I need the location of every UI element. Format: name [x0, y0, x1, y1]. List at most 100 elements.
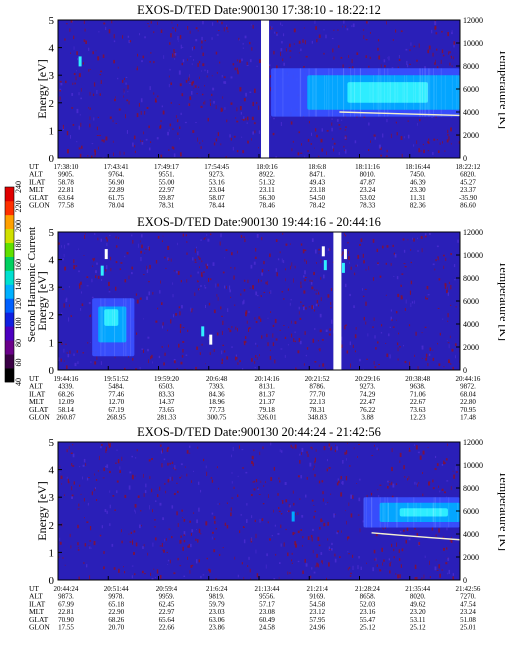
noise-mark	[444, 282, 446, 286]
noise-mark	[173, 467, 175, 469]
y2-tick-label: 8000	[463, 484, 479, 493]
band-streak	[433, 75, 435, 110]
noise-mark	[405, 299, 407, 304]
noise-mark	[213, 516, 216, 520]
band-streak	[371, 497, 373, 528]
noise-mark	[424, 555, 426, 558]
noise-mark	[198, 481, 200, 485]
table-cell: 52.03	[360, 600, 376, 608]
noise-mark	[315, 26, 318, 30]
noise-mark	[441, 488, 444, 491]
noise-mark	[392, 483, 395, 488]
noise-mark	[251, 515, 253, 519]
noise-mark	[215, 578, 217, 580]
noise-mark	[59, 96, 61, 101]
noise-mark	[200, 285, 202, 287]
table-cell: 20:14:16	[255, 375, 280, 383]
noise-mark	[150, 141, 152, 144]
noise-mark	[452, 573, 455, 576]
noise-mark	[250, 578, 251, 580]
noise-mark	[243, 539, 246, 544]
noise-mark	[199, 533, 202, 535]
noise-mark	[290, 121, 293, 125]
noise-mark	[118, 237, 119, 240]
noise-mark	[341, 481, 342, 484]
noise-mark	[231, 326, 233, 329]
noise-mark	[71, 93, 74, 96]
noise-mark	[258, 494, 261, 495]
noise-mark	[62, 124, 64, 129]
table-cell: 77.46	[108, 390, 124, 398]
noise-mark	[228, 328, 230, 330]
noise-mark	[437, 307, 440, 309]
noise-mark	[319, 526, 321, 530]
noise-mark	[272, 342, 275, 347]
noise-mark	[391, 319, 393, 322]
noise-mark	[126, 252, 129, 255]
noise-mark	[94, 473, 95, 476]
noise-mark	[204, 69, 206, 72]
noise-mark	[240, 293, 242, 296]
band-streak	[390, 82, 391, 103]
noise-mark	[134, 504, 137, 508]
noise-mark	[144, 490, 147, 494]
noise-mark	[246, 61, 248, 66]
noise-mark	[189, 520, 192, 523]
noise-mark	[305, 55, 308, 58]
noise-mark	[67, 243, 70, 246]
table-cell: 18.96	[209, 398, 225, 406]
noise-mark	[113, 59, 116, 64]
noise-mark	[397, 293, 400, 298]
noise-mark	[129, 541, 132, 543]
noise-mark	[109, 490, 111, 493]
noise-mark	[101, 279, 103, 281]
noise-mark	[131, 565, 134, 567]
noise-mark	[82, 464, 85, 467]
noise-mark	[77, 524, 79, 529]
noise-mark	[444, 150, 446, 152]
noise-mark	[316, 289, 318, 292]
noise-mark	[385, 294, 387, 296]
noise-mark	[219, 61, 221, 64]
table-cell: 8922.	[259, 171, 275, 179]
noise-mark	[109, 116, 112, 119]
noise-mark	[317, 536, 320, 541]
noise-mark	[223, 350, 226, 353]
noise-mark	[347, 567, 349, 571]
noise-mark	[189, 30, 191, 34]
noise-mark	[388, 333, 390, 337]
noise-mark	[447, 557, 450, 561]
noise-mark	[363, 35, 365, 39]
noise-mark	[124, 279, 127, 283]
noise-mark	[376, 564, 378, 567]
noise-mark	[347, 442, 348, 444]
noise-mark	[254, 317, 256, 320]
noise-mark	[287, 510, 290, 513]
noise-mark	[89, 68, 91, 70]
noise-mark	[334, 558, 337, 563]
noise-mark	[331, 319, 333, 324]
noise-mark	[369, 56, 371, 59]
noise-mark	[443, 460, 445, 465]
noise-mark	[251, 455, 254, 460]
noise-mark	[398, 558, 401, 562]
noise-mark	[353, 447, 355, 450]
noise-mark	[170, 102, 172, 104]
noise-mark	[157, 21, 158, 25]
noise-mark	[245, 340, 247, 344]
noise-mark	[301, 143, 302, 146]
noise-mark	[281, 24, 283, 27]
noise-mark	[184, 121, 187, 124]
noise-mark	[256, 573, 259, 578]
noise-mark	[134, 150, 136, 154]
noise-mark	[108, 291, 111, 293]
noise-mark	[246, 65, 249, 66]
table-cell: 300.75	[207, 414, 227, 422]
colorbar-tick-label: 140	[14, 279, 23, 291]
noise-mark	[188, 445, 191, 448]
noise-mark	[71, 496, 74, 499]
noise-mark	[222, 96, 224, 99]
noise-mark	[277, 258, 280, 261]
noise-mark	[155, 320, 158, 323]
noise-mark	[92, 93, 95, 97]
